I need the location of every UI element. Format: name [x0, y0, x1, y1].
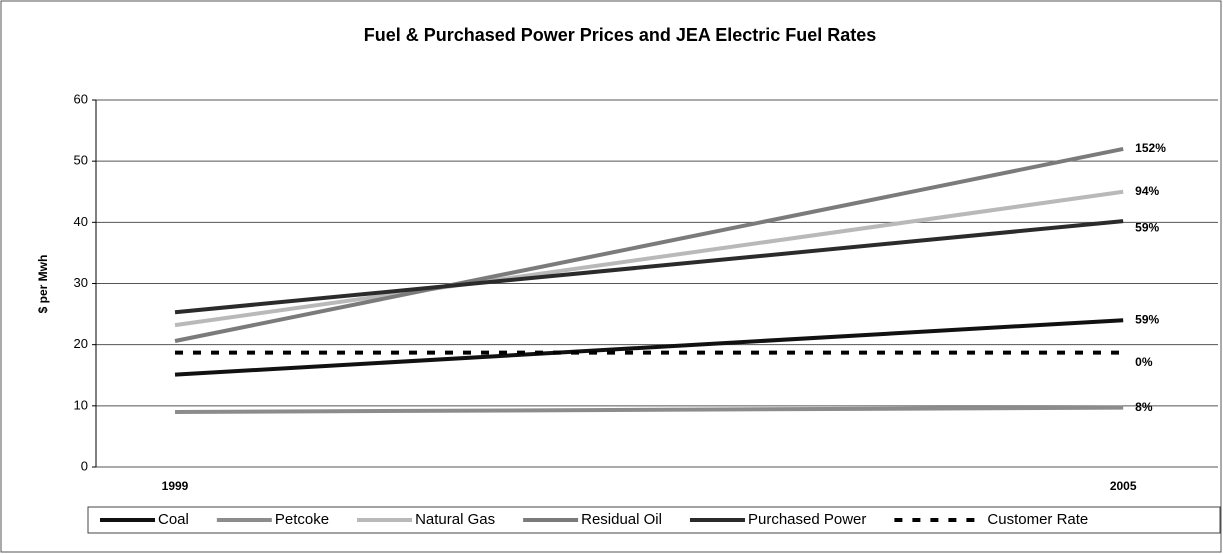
x-tick-label: 2005 [1110, 479, 1137, 493]
y-tick-label: 30 [74, 275, 88, 290]
legend-label: Residual Oil [581, 511, 662, 528]
change-label: 94% [1135, 184, 1159, 198]
series-line [174, 318, 1124, 377]
y-tick-label: 10 [74, 397, 88, 412]
legend-label: Purchased Power [748, 511, 866, 528]
change-label: 59% [1135, 220, 1159, 234]
series-line [175, 405, 1124, 414]
y-axis-label: $ per Mwh [36, 255, 50, 314]
y-tick-label: 60 [74, 91, 88, 106]
change-label: 8% [1135, 400, 1153, 414]
legend-label: Natural Gas [415, 511, 495, 528]
legend-label: Petcoke [275, 511, 329, 528]
y-tick-label: 20 [74, 336, 88, 351]
legend-label: Customer Rate [987, 511, 1088, 528]
series-line [174, 146, 1124, 343]
change-label: 59% [1135, 312, 1159, 326]
y-tick-label: 40 [74, 214, 88, 229]
y-tick-label: 0 [81, 458, 88, 473]
legend-label: Coal [158, 511, 189, 528]
legend-box [87, 506, 1221, 534]
change-label: 0% [1135, 355, 1153, 369]
x-tick-label: 1999 [162, 479, 189, 493]
y-tick-label: 50 [74, 153, 88, 168]
series-line [174, 219, 1124, 315]
chart-title: Fuel & Purchased Power Prices and JEA El… [364, 25, 877, 45]
change-label: 152% [1135, 141, 1166, 155]
series-line [174, 189, 1124, 328]
